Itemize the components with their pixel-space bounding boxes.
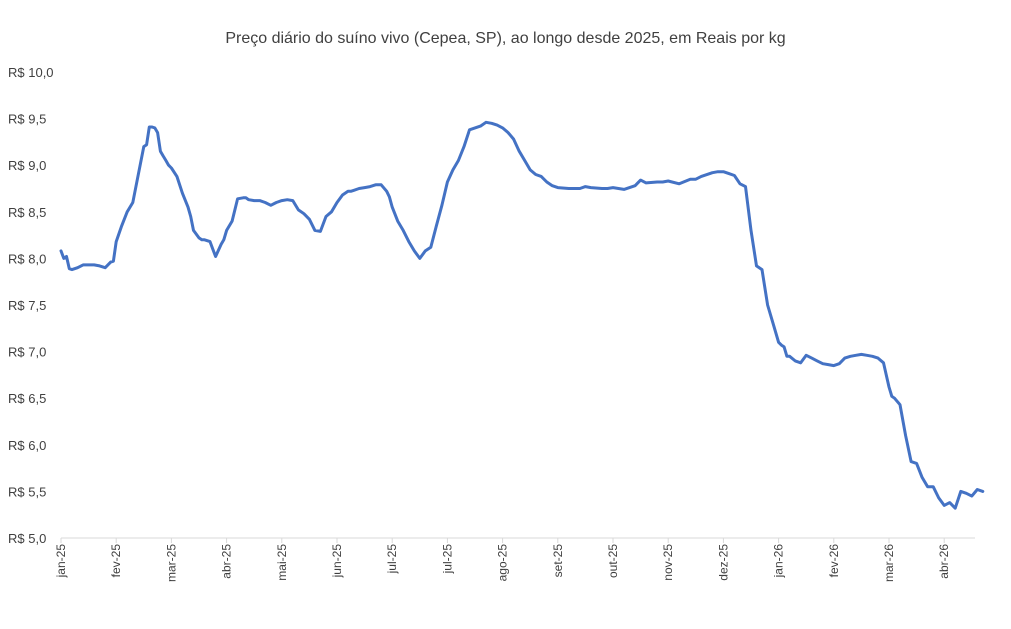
- x-tick-label: mai-25: [275, 544, 289, 581]
- x-tick-label: mar-26: [882, 544, 896, 582]
- x-tick-label: out-25: [606, 544, 620, 578]
- y-tick-label: R$ 9,0: [8, 158, 46, 173]
- x-tick-label: set-25: [551, 544, 565, 578]
- x-tick-label: jun-25: [330, 544, 344, 579]
- y-tick-label: R$ 7,0: [8, 345, 46, 360]
- x-tick-label: dez-25: [716, 544, 730, 581]
- y-tick-label: R$ 5,0: [8, 531, 46, 546]
- x-tick-label: fev-26: [827, 544, 841, 578]
- x-tick-label: jan-25: [54, 544, 68, 579]
- y-tick-label: R$ 8,5: [8, 205, 46, 220]
- y-axis-ticks: R$ 10,0 R$ 9,5 R$ 9,0 R$ 8,5 R$ 8,0 R$ 7,5 R$ …: [8, 65, 54, 546]
- x-tick-label: ago-25: [496, 544, 510, 582]
- y-tick-label: R$ 9,5: [8, 112, 46, 127]
- y-tick-label: R$ 6,5: [8, 391, 46, 406]
- y-tick-label: R$ 7,5: [8, 298, 46, 313]
- y-tick-label: R$ 8,0: [8, 251, 46, 266]
- x-tick-label: mar-25: [164, 544, 178, 582]
- x-tick-label: abr-25: [220, 544, 234, 579]
- chart-title: Preço diário do suíno vivo (Cepea, SP), …: [225, 30, 786, 47]
- x-tick-label: fev-25: [109, 544, 123, 578]
- series-line: [59, 120, 985, 510]
- x-tick-label: jul-25: [440, 544, 454, 575]
- x-tick-label: jul-25: [385, 544, 399, 575]
- series-layer: [59, 120, 985, 510]
- x-tick-label: jan-26: [772, 544, 786, 579]
- y-tick-label: R$ 6,0: [8, 438, 46, 453]
- x-tick-label: abr-26: [937, 544, 951, 579]
- x-axis-ticks: jan-25 fev-25 mar-25 abr-25 mai-25 jun-25 jul-…: [54, 538, 951, 582]
- x-tick-label: nov-25: [661, 544, 675, 581]
- y-tick-label: R$ 5,5: [8, 484, 46, 499]
- y-tick-label: R$ 10,0: [8, 65, 54, 80]
